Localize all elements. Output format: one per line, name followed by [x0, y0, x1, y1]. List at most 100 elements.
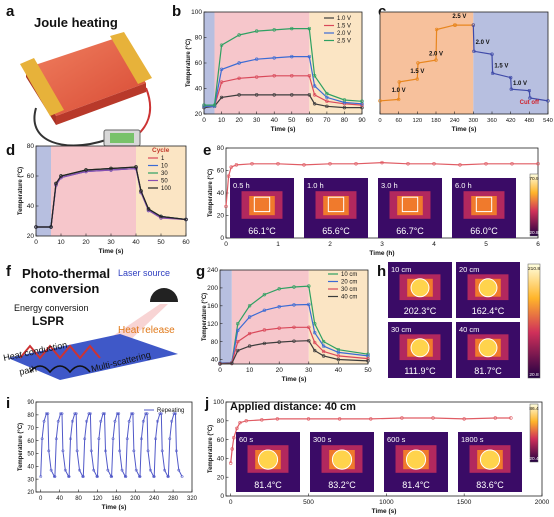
series-line-3: [219, 340, 369, 365]
data-point: [378, 99, 382, 103]
data-point: [87, 412, 91, 416]
data-point: [236, 339, 240, 344]
panel-b-letter: b: [172, 3, 182, 20]
data-point: [325, 95, 329, 100]
h-roi-circle: [478, 278, 498, 298]
j-roi-circle: [331, 449, 353, 470]
x-tick-label: 3: [380, 241, 384, 248]
annotation-label-7: Cut off: [520, 100, 540, 106]
x-tick-label: 480: [524, 118, 534, 124]
x-tick-label: 1500: [457, 499, 472, 506]
data-point: [40, 437, 44, 441]
x-tick-label: 70: [323, 117, 331, 124]
x-tick-label: 320: [187, 496, 198, 502]
y-axis-label: Temperature (°C): [202, 293, 208, 341]
data-point: [101, 412, 105, 416]
shaded-region-1: [51, 146, 136, 236]
y-tick-label: 80: [217, 418, 225, 425]
data-point: [509, 87, 513, 91]
x-tick-label: 360: [487, 118, 497, 124]
data-point: [168, 437, 172, 441]
x-tick-label: 4: [432, 241, 436, 248]
series-line-0: [230, 417, 511, 464]
y-tick-label: 90: [27, 400, 34, 406]
data-point: [78, 468, 81, 472]
y-tick-label: 20: [27, 233, 35, 240]
annotation-label-6: 1.0 V: [513, 81, 527, 87]
data-point: [237, 33, 241, 37]
data-point: [336, 357, 341, 362]
data-point: [292, 325, 296, 329]
y-tick-label: 20: [217, 213, 225, 220]
data-point: [70, 419, 74, 423]
laser-source-icon: [150, 288, 178, 302]
data-point: [272, 56, 276, 60]
j-inset-time-3: 1800 s: [461, 435, 484, 444]
x-tick-label: 20: [276, 367, 284, 374]
x-tick-label: 240: [149, 496, 160, 502]
annotation-label-4: 2.0 V: [476, 40, 490, 46]
data-point: [96, 475, 99, 479]
panel-g-letter: g: [196, 263, 206, 280]
h-hot-spot: [411, 278, 429, 297]
data-point: [312, 93, 317, 97]
j-roi-circle: [479, 449, 501, 470]
data-point: [290, 26, 294, 31]
data-point: [83, 437, 87, 441]
x-tick-label: 420: [506, 118, 516, 124]
data-point: [276, 162, 280, 166]
data-point: [431, 416, 435, 420]
e-color-bar-min: 20.8: [529, 230, 539, 236]
x-tick-label: 40: [271, 117, 279, 124]
data-point: [262, 328, 267, 332]
data-point: [139, 437, 143, 441]
y-axis-label: Temperature (°C): [186, 39, 192, 87]
j-roi-circle: [405, 449, 427, 470]
data-point: [307, 302, 311, 307]
y-axis-label: Temperature (°C): [18, 423, 24, 471]
e-roi-box: [475, 196, 493, 213]
data-point: [145, 412, 149, 416]
data-point: [218, 362, 222, 366]
data-point: [366, 356, 370, 361]
y-tick-label: 40: [217, 456, 225, 463]
x-axis-label: Time (s): [452, 126, 477, 133]
y-tick-label: 80: [211, 339, 219, 346]
x-axis-label: Time (s): [102, 504, 127, 511]
h-inset-time-0: 10 cm: [391, 265, 411, 274]
legend-label-2: 2.0 V: [337, 31, 351, 37]
data-point: [159, 214, 163, 219]
shaded-region-0: [380, 12, 474, 114]
data-point: [307, 74, 312, 78]
annotation-label-5: 1.5 V: [494, 63, 508, 69]
y-tick-label: 0: [220, 235, 224, 242]
data-point: [244, 419, 248, 423]
legend-label-0: 1: [161, 156, 165, 162]
data-point: [307, 325, 311, 329]
x-tick-label: 160: [111, 496, 122, 502]
series-line-2: [204, 55, 363, 107]
y-tick-label: 100: [191, 9, 202, 16]
data-point: [260, 418, 264, 422]
data-point: [336, 350, 341, 355]
h-hot-spot: [411, 338, 429, 357]
x-tick-label: 10: [218, 117, 226, 124]
j-inset-time-0: 60 s: [239, 435, 253, 444]
data-point: [144, 412, 148, 416]
data-point: [44, 412, 48, 416]
data-point: [302, 163, 306, 167]
laser-label: Laser source: [118, 268, 170, 278]
annotation-label-0: 1.0 V: [392, 88, 406, 94]
x-tick-label: 30: [253, 117, 261, 124]
y-tick-label: 0: [220, 493, 224, 500]
x-tick-label: 40: [56, 496, 63, 502]
data-point: [312, 74, 317, 78]
data-point: [59, 174, 63, 178]
x-tick-label: 0: [34, 239, 38, 246]
data-point: [219, 80, 224, 84]
data-point: [527, 88, 532, 93]
chart-b-voltage-heating: 0 10 20 30 40 50 60 70 80 90 20 40 60 80 100 Time (s) Te…: [186, 9, 366, 133]
data-point: [290, 93, 294, 97]
chart-i-repeating: 0 40 80 120 160 200 240 280 320 20 30 40 50 60 70 80 90 T…: [18, 400, 198, 511]
